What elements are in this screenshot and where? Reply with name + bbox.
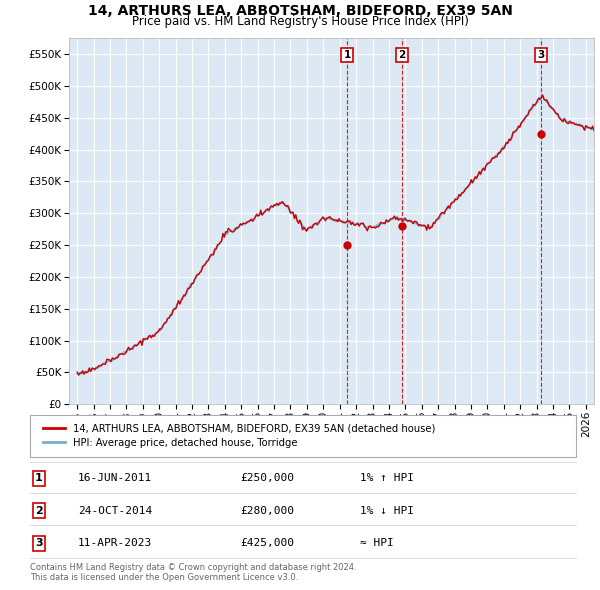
Text: £250,000: £250,000	[240, 474, 294, 483]
Text: 24-OCT-2014: 24-OCT-2014	[78, 506, 152, 516]
Text: 1% ↑ HPI: 1% ↑ HPI	[360, 474, 414, 483]
Text: 16-JUN-2011: 16-JUN-2011	[78, 474, 152, 483]
Text: 11-APR-2023: 11-APR-2023	[78, 539, 152, 548]
Text: 14, ARTHURS LEA, ABBOTSHAM, BIDEFORD, EX39 5AN: 14, ARTHURS LEA, ABBOTSHAM, BIDEFORD, EX…	[88, 4, 512, 18]
Text: 2: 2	[35, 506, 43, 516]
Text: 3: 3	[35, 539, 43, 548]
Text: 1: 1	[35, 474, 43, 483]
Text: 1: 1	[344, 50, 351, 60]
Text: £280,000: £280,000	[240, 506, 294, 516]
Text: 3: 3	[538, 50, 545, 60]
Text: Price paid vs. HM Land Registry's House Price Index (HPI): Price paid vs. HM Land Registry's House …	[131, 15, 469, 28]
Text: 2: 2	[398, 50, 406, 60]
Text: Contains HM Land Registry data © Crown copyright and database right 2024.
This d: Contains HM Land Registry data © Crown c…	[30, 563, 356, 582]
Legend: 14, ARTHURS LEA, ABBOTSHAM, BIDEFORD, EX39 5AN (detached house), HPI: Average pr: 14, ARTHURS LEA, ABBOTSHAM, BIDEFORD, EX…	[40, 419, 440, 453]
Text: 1% ↓ HPI: 1% ↓ HPI	[360, 506, 414, 516]
Text: £425,000: £425,000	[240, 539, 294, 548]
Text: ≈ HPI: ≈ HPI	[360, 539, 394, 548]
